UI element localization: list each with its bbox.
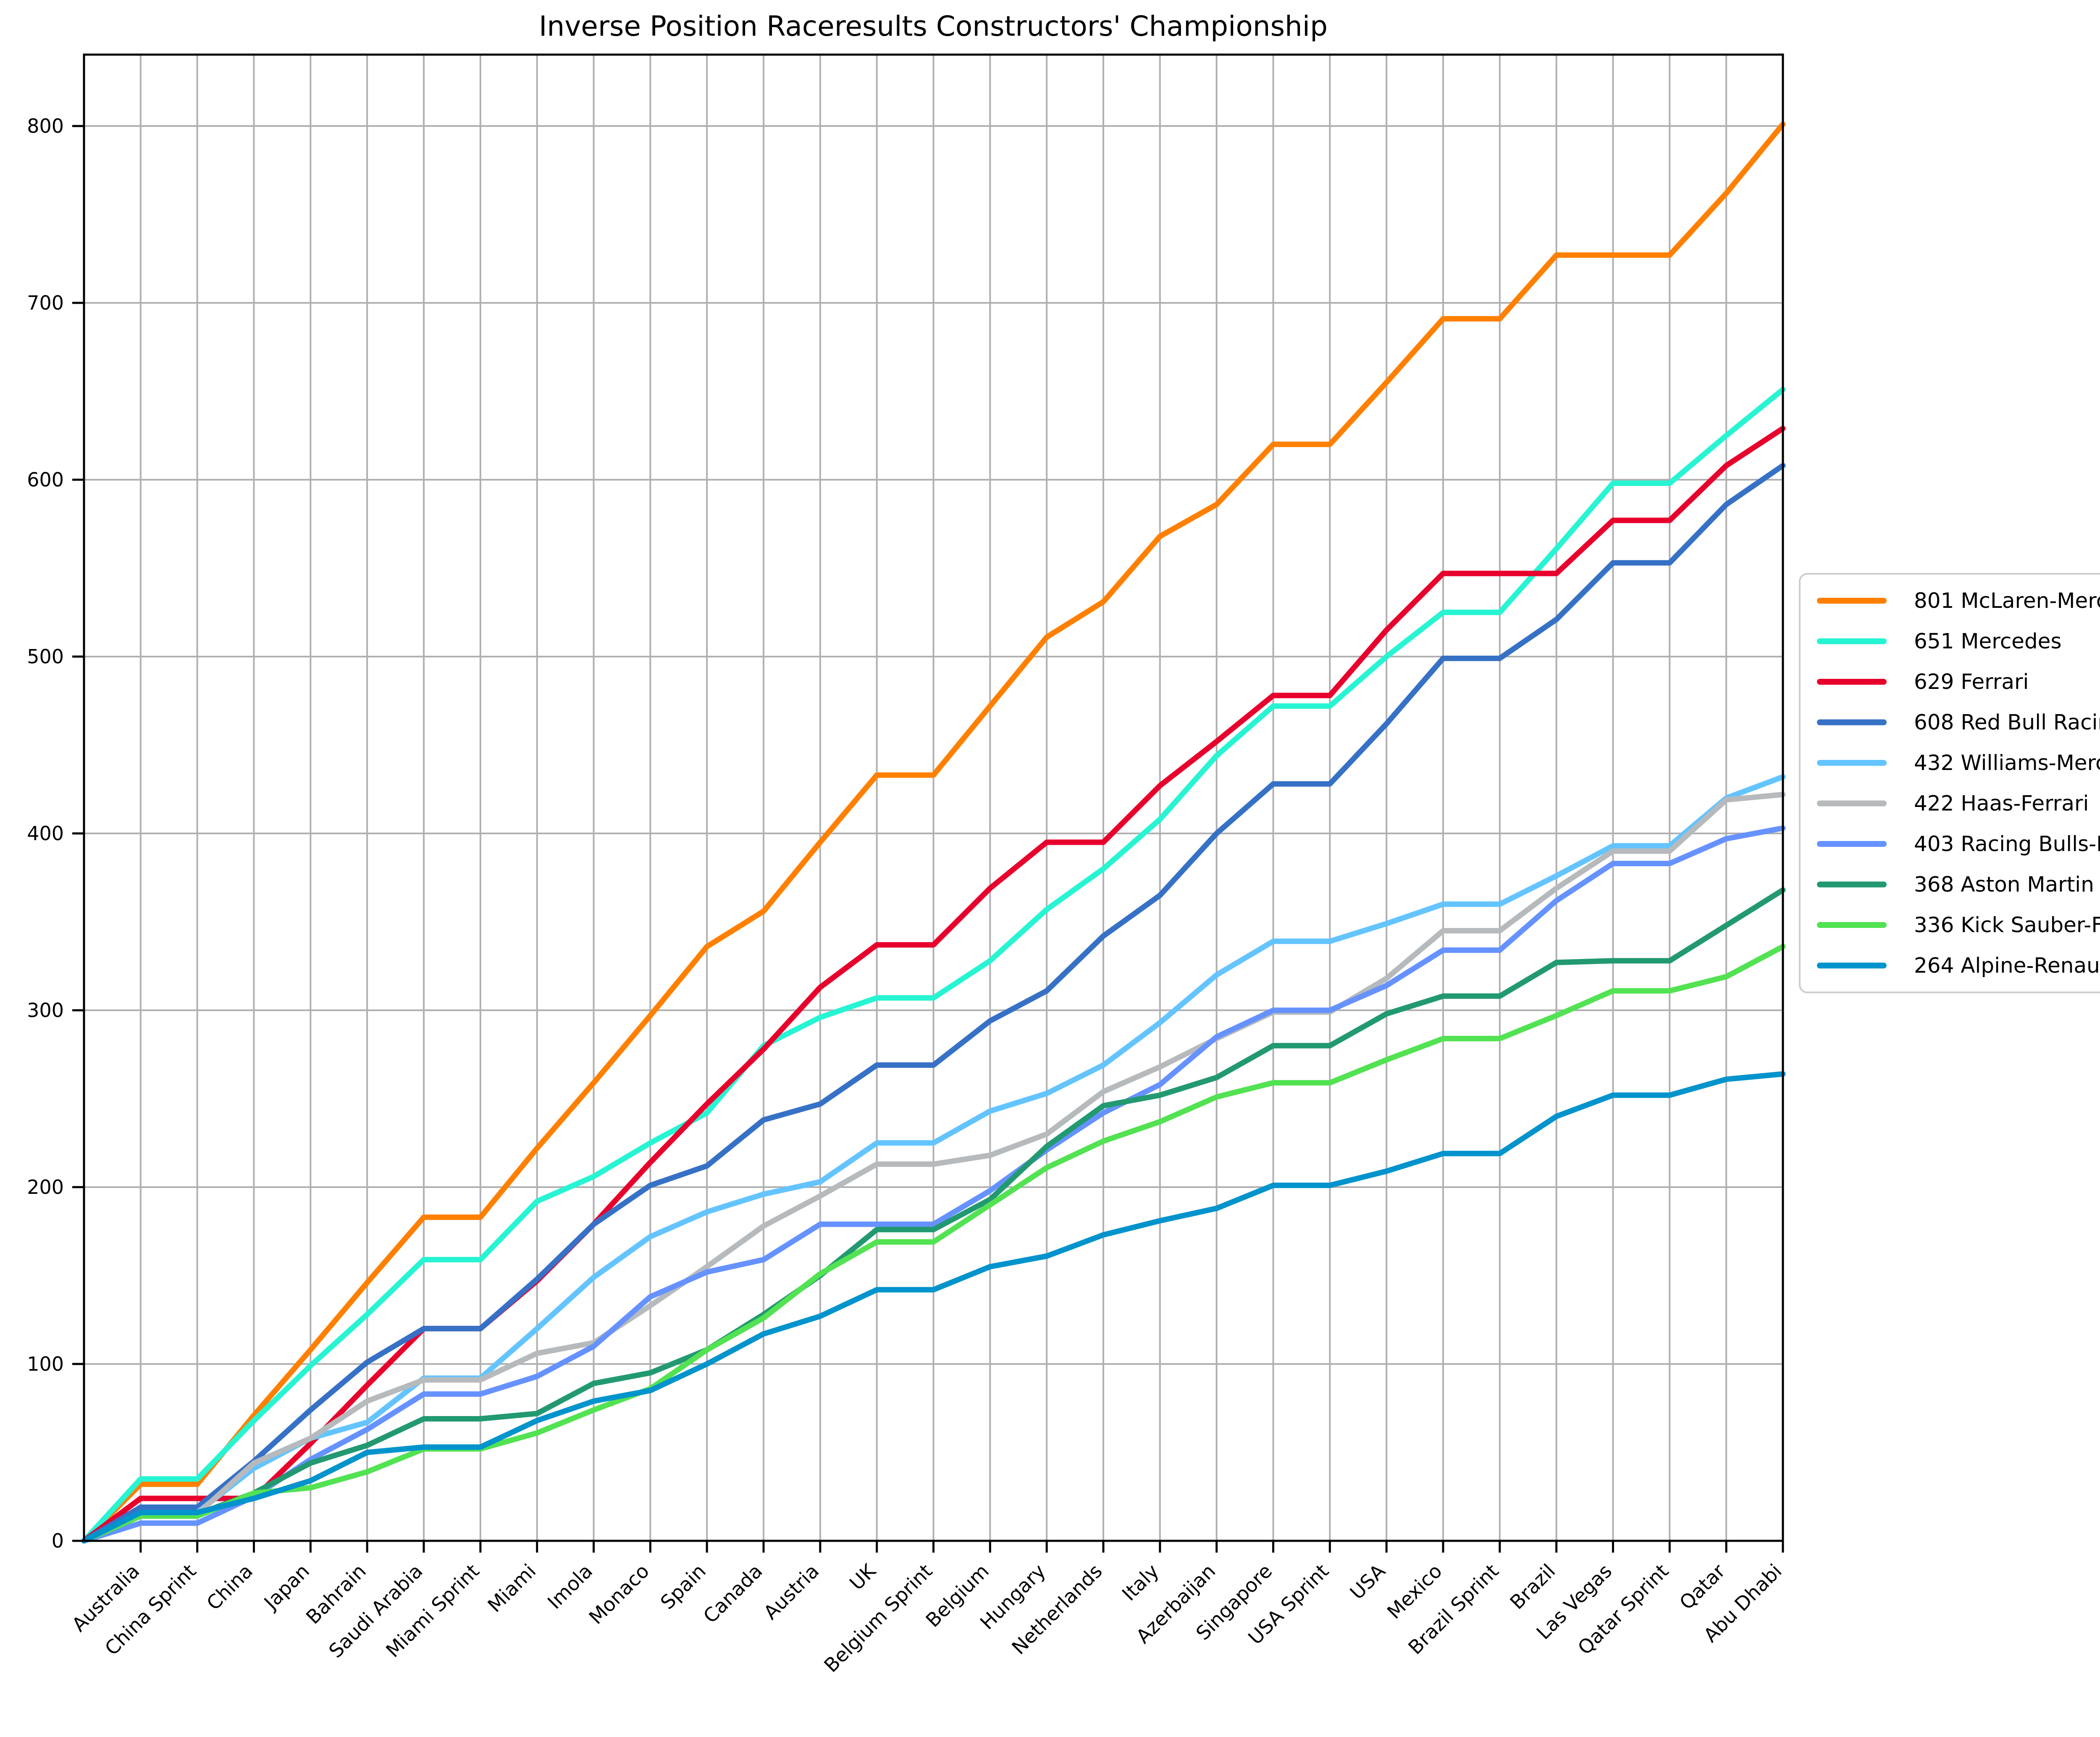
y-tick-label: 100 bbox=[27, 1353, 64, 1375]
y-tick-label: 0 bbox=[52, 1529, 64, 1552]
series-line bbox=[81, 887, 1786, 1544]
series-line bbox=[81, 121, 1786, 1544]
legend-item-label: 422 Haas-Ferrari bbox=[1914, 791, 2089, 816]
legend-box bbox=[1799, 573, 2100, 993]
legend-item-label: 651 Mercedes bbox=[1914, 629, 2062, 654]
series-line bbox=[81, 426, 1786, 1544]
legend-item-label: 368 Aston Martin Aramco-Mercedes bbox=[1914, 872, 2100, 897]
legend-item: 629 Ferrari bbox=[1817, 670, 2029, 694]
y-tick-label: 200 bbox=[27, 1176, 64, 1198]
series-line bbox=[81, 1071, 1786, 1544]
gridlines bbox=[84, 55, 1784, 1541]
y-tick-label: 300 bbox=[27, 999, 64, 1022]
legend-item-label: 403 Racing Bulls-Honda RBPT bbox=[1914, 832, 2100, 856]
legend-item: 422 Haas-Ferrari bbox=[1817, 791, 2089, 816]
series-line bbox=[81, 386, 1786, 1544]
legend-item: 264 Alpine-Renault bbox=[1817, 954, 2100, 978]
legend-item-label: 629 Ferrari bbox=[1914, 670, 2029, 694]
chart-title: Inverse Position Raceresults Constructor… bbox=[539, 10, 1328, 42]
y-tick-label: 700 bbox=[27, 292, 64, 314]
legend: 801 McLaren-Mercedes 651 Mercedes 629 Ferr… bbox=[1799, 573, 2100, 993]
series-line bbox=[81, 791, 1786, 1544]
legend-item: 368 Aston Martin Aramco-Mercedes bbox=[1817, 872, 2100, 897]
series-lines bbox=[81, 121, 1786, 1544]
axis-ticks bbox=[72, 125, 1784, 1553]
series-line bbox=[81, 943, 1786, 1544]
series-line bbox=[81, 774, 1786, 1544]
legend-item-label: 432 Williams-Mercedes bbox=[1914, 751, 2100, 775]
legend-item: 403 Racing Bulls-Honda RBPT bbox=[1817, 832, 2100, 856]
legend-item: 608 Red Bull Racing-Honda RBPT bbox=[1817, 710, 2100, 735]
y-tick-label: 500 bbox=[27, 645, 64, 668]
y-axis-labels: 0 100 200 300 400 500 600 700 800 bbox=[27, 115, 64, 1552]
legend-item: 651 Mercedes bbox=[1817, 629, 2062, 654]
legend-item-label: 264 Alpine-Renault bbox=[1914, 954, 2100, 978]
legend-item-label: 801 McLaren-Mercedes bbox=[1914, 589, 2100, 613]
y-tick-label: 600 bbox=[27, 468, 64, 491]
legend-item-label: 336 Kick Sauber-Ferrari bbox=[1914, 913, 2100, 937]
series-line bbox=[81, 462, 1786, 1544]
legend-item: 432 Williams-Mercedes bbox=[1817, 751, 2100, 775]
legend-item: 801 McLaren-Mercedes bbox=[1817, 589, 2100, 613]
legend-item-label: 608 Red Bull Racing-Honda RBPT bbox=[1914, 710, 2100, 735]
series-line bbox=[81, 825, 1786, 1544]
y-tick-label: 400 bbox=[27, 822, 64, 845]
y-tick-label: 800 bbox=[27, 115, 64, 137]
legend-item: 336 Kick Sauber-Ferrari bbox=[1817, 913, 2100, 937]
